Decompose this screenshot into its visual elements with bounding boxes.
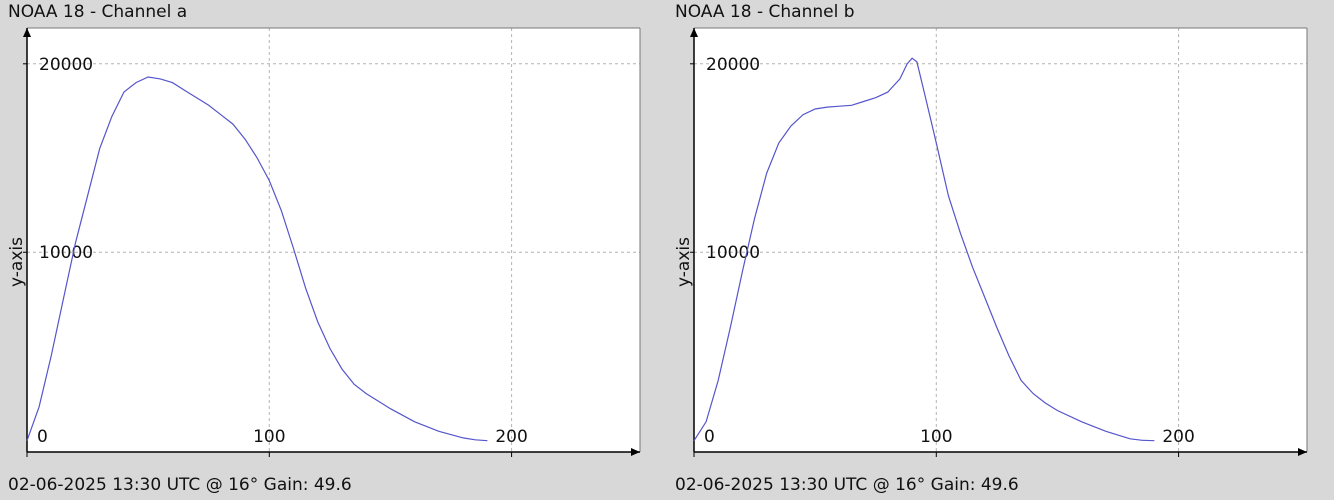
chart-panel-b: NOAA 18 - Channel b 0 100 200 10000 20000 y-a…: [667, 0, 1334, 500]
y-tick-label: 10000: [706, 243, 760, 263]
chart-footer-b: 02-06-2025 13:30 UTC @ 16° Gain: 49.6: [675, 475, 1019, 495]
y-tick-label: 20000: [706, 55, 760, 75]
y-axis-label: y-axis: [674, 237, 694, 287]
y-tick-label: 20000: [39, 55, 93, 75]
y-axis-label: y-axis: [7, 237, 27, 287]
chart-title-b: NOAA 18 - Channel b: [675, 2, 855, 22]
series-line: [693, 57, 1155, 442]
x-axis-arrow: [1298, 448, 1307, 456]
x-tick-label: 0: [37, 427, 48, 447]
y-axis-arrow: [23, 28, 31, 37]
x-tick-label: 0: [704, 427, 715, 447]
chart-footer-a: 02-06-2025 13:30 UTC @ 16° Gain: 49.6: [8, 475, 352, 495]
chart-title-a: NOAA 18 - Channel a: [8, 2, 188, 22]
x-tick-label: 100: [253, 427, 285, 447]
x-tick-label: 100: [920, 427, 952, 447]
plot-area: [27, 28, 640, 452]
chart-panel-a: NOAA 18 - Channel a 0 100 200 10000 20000 y-a…: [7, 2, 641, 495]
chart-a: 0 100 200 10000 20000 y-axis: [7, 27, 641, 457]
x-axis-arrow: [631, 448, 640, 456]
x-tick-label: 200: [495, 427, 527, 447]
y-tick-label: 10000: [39, 243, 93, 263]
chart-b: 0 100 200 10000 20000 y-axis: [674, 27, 1308, 457]
plot-area: [694, 28, 1307, 452]
y-axis-arrow: [690, 28, 698, 37]
series-line: [26, 76, 488, 442]
x-tick-label: 200: [1162, 427, 1194, 447]
